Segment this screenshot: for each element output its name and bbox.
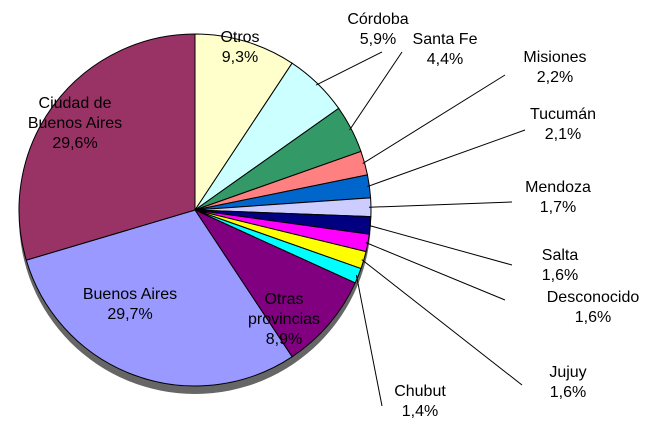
slice-label: Córdoba 5,9% (333, 10, 423, 50)
slice-label: Santa Fe 4,4% (400, 30, 490, 70)
slice-label: Jujuy 1,6% (523, 363, 613, 403)
value-label: 8,9% (265, 331, 303, 348)
category-name: Desconocido (546, 289, 640, 306)
value-label: 1,7% (539, 199, 577, 216)
category-name: Tucumán (529, 106, 597, 123)
value-label: 4,4% (426, 51, 464, 68)
leader-line (368, 201, 513, 208)
value-label: 29,7% (107, 306, 153, 323)
slice-label: Chubut 1,4% (375, 382, 465, 422)
pie-slice (194, 33, 293, 212)
leader-line (355, 274, 383, 407)
leader-line (362, 74, 506, 164)
slice-label: Desconocido 1,6% (538, 288, 648, 328)
value-label: 5,9% (359, 31, 397, 48)
leader-line (349, 51, 403, 131)
leader-line (367, 129, 526, 188)
category-name: Jujuy (549, 364, 587, 381)
category-name: Santa Fe (412, 31, 478, 48)
leader-line (315, 51, 383, 86)
pie-slice (25, 209, 293, 387)
slice-label: Buenos Aires 29,7% (70, 285, 190, 325)
slice-label: Otras provincias 8,9% (237, 290, 332, 350)
slice-label: Salta 1,6% (515, 246, 605, 286)
category-name: Mendoza (525, 179, 591, 196)
value-label: 1,6% (574, 309, 612, 326)
leader-line (361, 259, 523, 386)
category-name: Ciudad de Buenos Aires (27, 95, 123, 132)
slice-label: Mendoza 1,7% (513, 178, 603, 218)
value-label: 2,1% (544, 126, 582, 143)
value-label: 29,6% (52, 135, 98, 152)
category-name: Chubut (394, 383, 446, 400)
slice-label: Ciudad de Buenos Aires 29,6% (25, 94, 125, 154)
pie-slice (18, 33, 196, 261)
value-label: 2,2% (536, 69, 574, 86)
pie-slice (193, 208, 356, 358)
leader-line (368, 224, 513, 266)
value-label: 1,6% (549, 384, 587, 401)
value-label: 9,3% (221, 49, 259, 66)
slice-label: Misiones 2,2% (510, 48, 600, 88)
value-label: 1,6% (541, 267, 579, 284)
category-name: Buenos Aires (82, 286, 178, 303)
category-name: Córdoba (347, 11, 409, 28)
category-name: Misiones (523, 49, 587, 66)
leader-line (365, 242, 506, 301)
category-name: Otros (220, 29, 260, 46)
category-name: Otras provincias (247, 291, 321, 328)
slice-label: Otros 9,3% (195, 28, 285, 68)
slice-label: Tucumán 2,1% (518, 105, 608, 145)
value-label: 1,4% (401, 403, 439, 420)
category-name: Salta (541, 247, 579, 264)
